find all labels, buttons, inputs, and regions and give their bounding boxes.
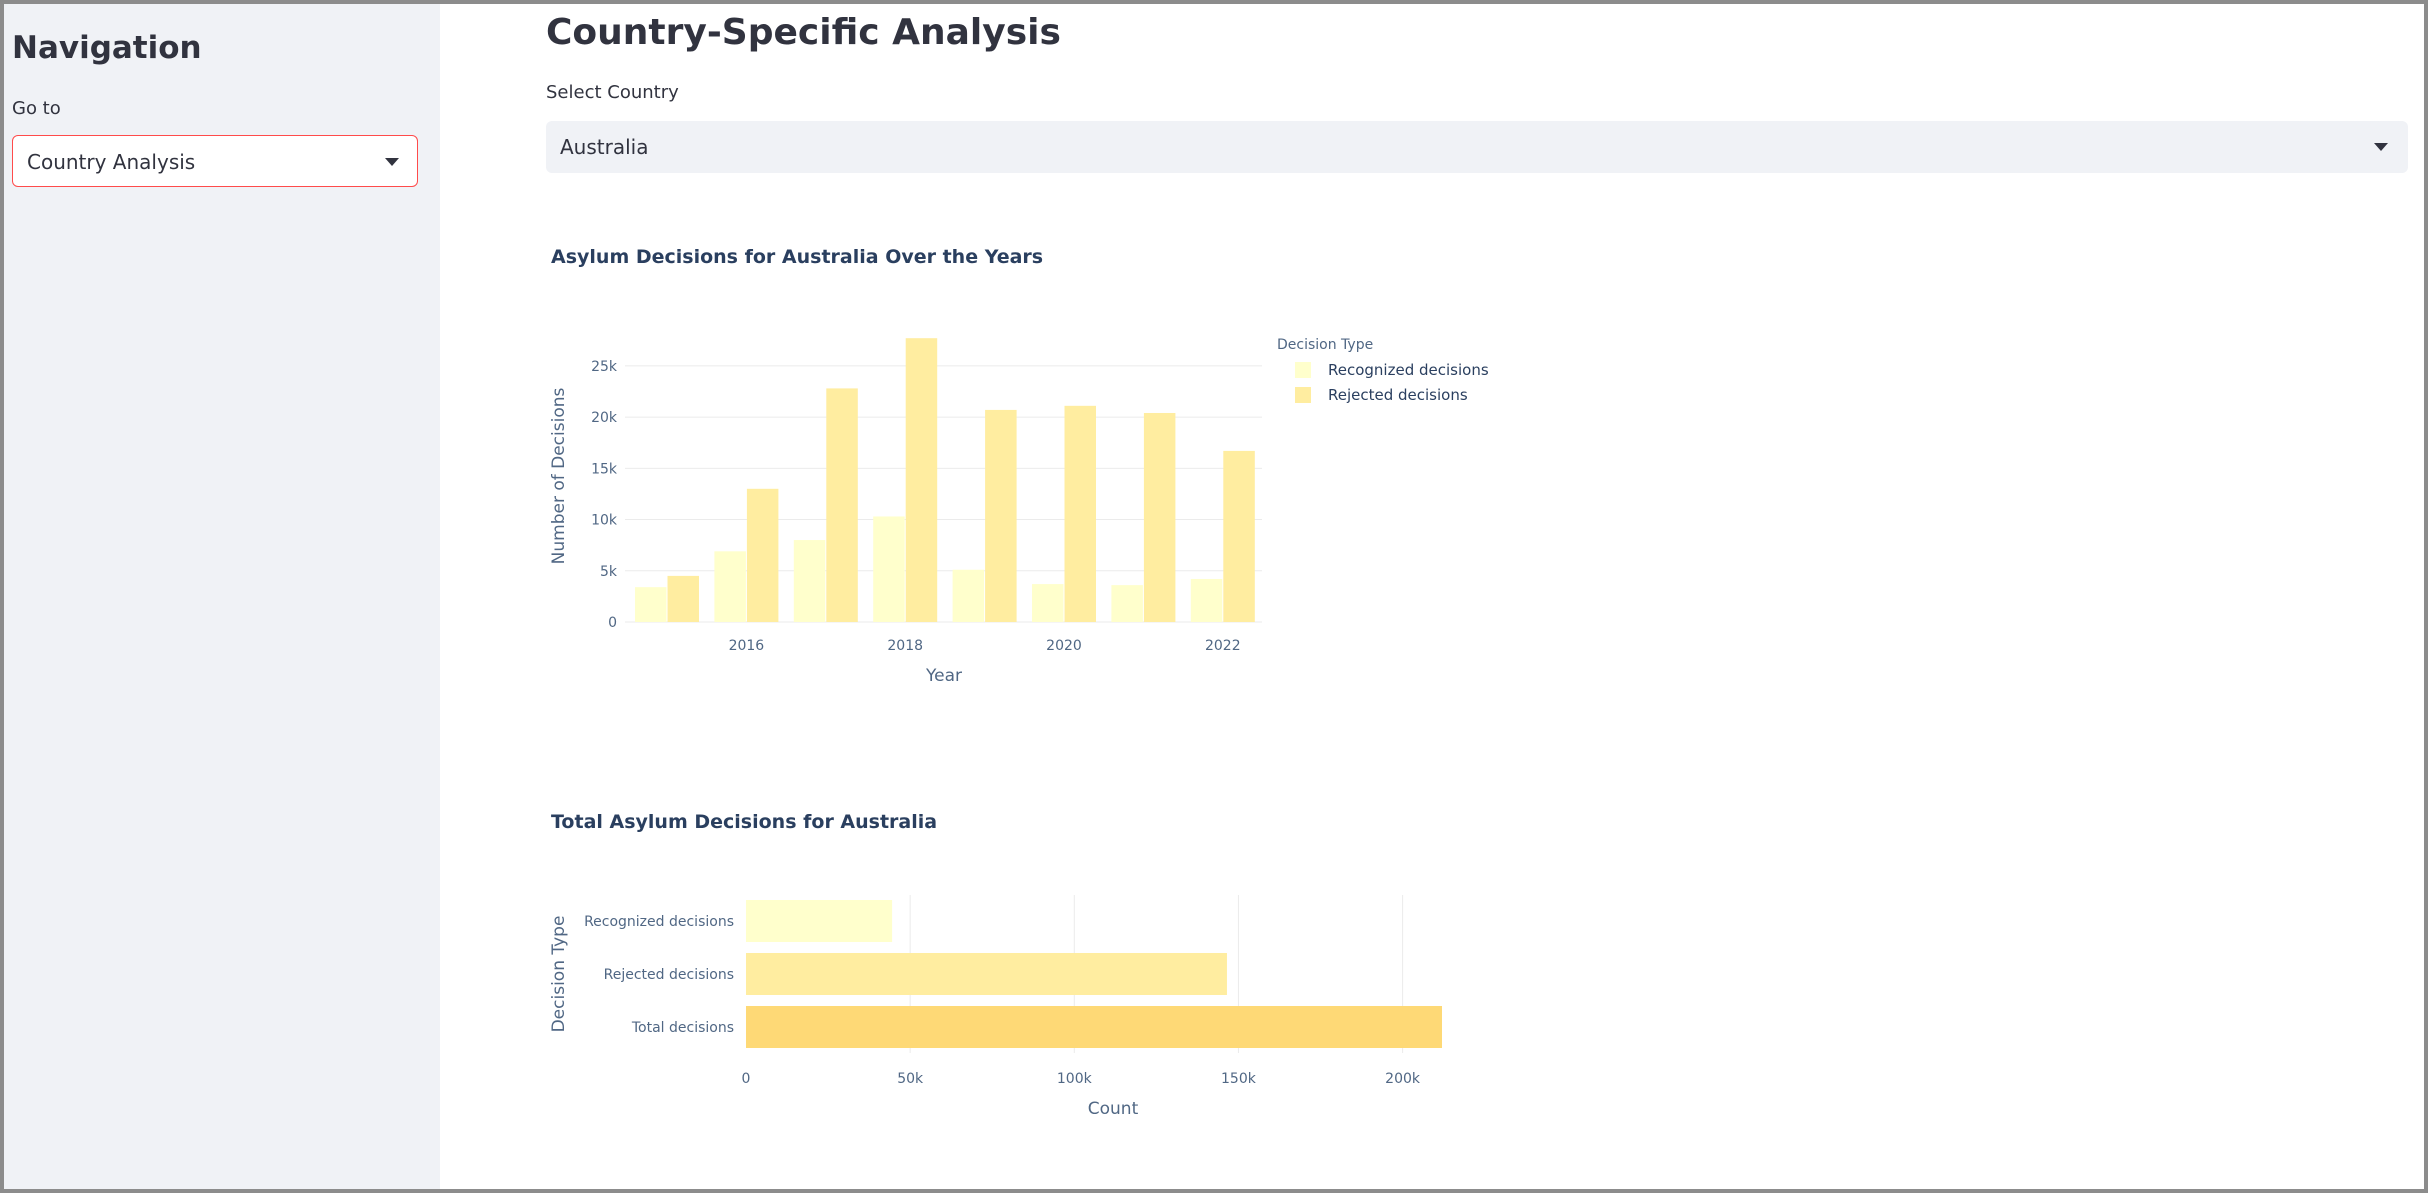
bar-rejected-decisions bbox=[985, 409, 1017, 622]
y-tick-label: 20k bbox=[591, 410, 618, 426]
bar-recognized-decisions bbox=[746, 900, 893, 942]
legend-title: Decision Type bbox=[1277, 337, 1373, 353]
country-select[interactable]: Australia bbox=[546, 121, 2408, 173]
y-axis-title: Decision Type bbox=[549, 916, 569, 1033]
bar-rejected-decisions bbox=[826, 388, 858, 622]
y-tick-label: 25k bbox=[591, 359, 618, 375]
bar-rejected-decisions bbox=[1064, 405, 1096, 622]
bar-rejected-decisions bbox=[1143, 412, 1176, 622]
x-tick-label: 100k bbox=[1057, 1071, 1093, 1087]
x-axis-title: Year bbox=[925, 666, 962, 686]
bar-recognized-decisions bbox=[1111, 585, 1143, 622]
y-tick-label: 15k bbox=[591, 461, 618, 477]
y-axis-title: Number of Decisions bbox=[549, 388, 569, 565]
legend-item: Recognized decisions bbox=[1328, 361, 1489, 379]
x-tick-label: 50k bbox=[897, 1071, 924, 1087]
y-tick-label: Recognized decisions bbox=[584, 914, 734, 930]
page-select[interactable]: Country Analysis bbox=[12, 135, 418, 187]
page-select-value: Country Analysis bbox=[27, 150, 196, 174]
bar-rejected-decisions bbox=[746, 953, 1227, 995]
bar-recognized-decisions bbox=[714, 551, 746, 622]
x-tick-label: 200k bbox=[1385, 1071, 1421, 1087]
chevron-down-icon bbox=[2374, 143, 2388, 151]
y-tick-label: Total decisions bbox=[631, 1020, 734, 1036]
x-tick-label: 2018 bbox=[887, 638, 923, 654]
country-select-label: Select Country bbox=[546, 82, 679, 103]
x-tick-label: 2020 bbox=[1046, 638, 1082, 654]
bar-recognized-decisions bbox=[1032, 584, 1064, 622]
country-select-value: Australia bbox=[560, 135, 649, 159]
bar-rejected-decisions bbox=[905, 338, 938, 622]
legend-swatch bbox=[1295, 362, 1311, 378]
bar-rejected-decisions bbox=[1223, 450, 1255, 622]
bar-total-decisions bbox=[746, 1006, 1442, 1048]
bar-recognized-decisions bbox=[793, 540, 826, 622]
page-title: Country-Specific Analysis bbox=[546, 12, 1061, 53]
bar-recognized-decisions bbox=[873, 516, 905, 622]
x-tick-label: 0 bbox=[742, 1071, 751, 1087]
y-tick-label: 10k bbox=[591, 513, 618, 529]
chart-title: Asylum Decisions for Australia Over the … bbox=[551, 246, 1043, 268]
chart-title: Total Asylum Decisions for Australia bbox=[551, 811, 937, 833]
x-tick-label: 150k bbox=[1221, 1071, 1257, 1087]
legend-swatch bbox=[1295, 387, 1311, 403]
bar-recognized-decisions bbox=[635, 587, 667, 622]
bar-rejected-decisions bbox=[667, 575, 699, 622]
bar-rejected-decisions bbox=[746, 488, 779, 622]
x-axis-title: Count bbox=[1088, 1099, 1139, 1119]
bar-recognized-decisions bbox=[1190, 578, 1223, 622]
sidebar: Navigation Go to Country Analysis bbox=[4, 4, 440, 1189]
y-tick-label: 5k bbox=[600, 564, 618, 580]
chevron-down-icon bbox=[385, 158, 399, 166]
y-tick-label: Rejected decisions bbox=[604, 967, 734, 983]
y-tick-label: 0 bbox=[608, 615, 617, 631]
x-tick-label: 2022 bbox=[1205, 638, 1241, 654]
legend-item: Rejected decisions bbox=[1328, 386, 1468, 404]
sidebar-title: Navigation bbox=[12, 30, 202, 66]
bar-recognized-decisions bbox=[952, 569, 985, 622]
goto-label: Go to bbox=[12, 98, 61, 119]
x-tick-label: 2016 bbox=[729, 638, 765, 654]
